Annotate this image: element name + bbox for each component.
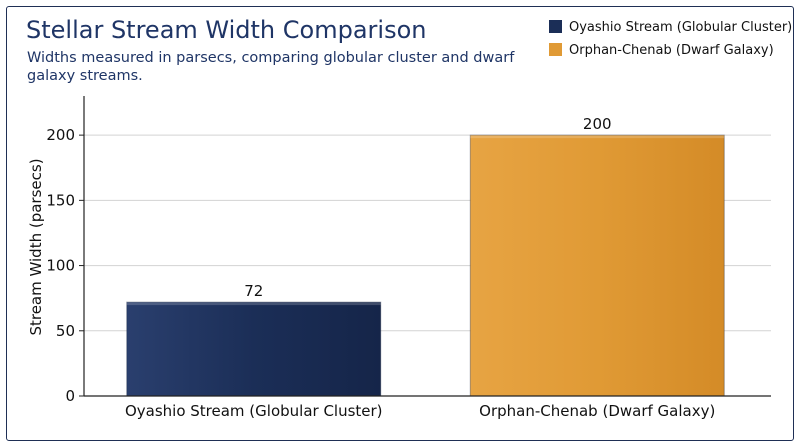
- y-tick-label-50: 50: [56, 322, 75, 340]
- bar-0: [126, 301, 382, 397]
- y-axis-label: Stream Width (parsecs): [27, 158, 45, 335]
- legend-label-oyashio: Oyashio Stream (Globular Cluster): [569, 20, 792, 35]
- y-tick-label-200: 200: [46, 126, 75, 144]
- chart-subtitle-line-1: Widths measured in parsecs, comparing gl…: [27, 50, 515, 66]
- data-label-1: 200: [583, 115, 612, 133]
- legend-swatch-orphan-chenab: [549, 43, 562, 56]
- data-label-0: 72: [244, 282, 263, 300]
- legend-swatch-oyashio: [549, 20, 562, 33]
- bar-highlight-1: [470, 135, 725, 139]
- legend-label-orphan-chenab: Orphan-Chenab (Dwarf Galaxy): [569, 43, 774, 58]
- data-labels: 72 200: [244, 115, 611, 300]
- y-ticks: 0 50 100 150 200: [46, 126, 84, 405]
- legend: Oyashio Stream (Globular Cluster) Orphan…: [549, 20, 792, 58]
- x-tick-label-1: Orphan-Chenab (Dwarf Galaxy): [479, 402, 715, 420]
- bar-1: [469, 134, 725, 397]
- y-tick-label-150: 150: [46, 191, 75, 209]
- chart-title: Stellar Stream Width Comparison: [26, 16, 426, 44]
- x-tick-label-0: Oyashio Stream (Globular Cluster): [125, 402, 383, 420]
- chart-subtitle-line-2: galaxy streams.: [27, 68, 143, 84]
- y-tick-label-100: 100: [46, 257, 75, 275]
- x-ticks: Oyashio Stream (Globular Cluster) Orphan-…: [125, 402, 715, 420]
- bar-highlight-0: [126, 302, 381, 306]
- axes: [83, 96, 771, 397]
- y-tick-label-0: 0: [65, 387, 75, 405]
